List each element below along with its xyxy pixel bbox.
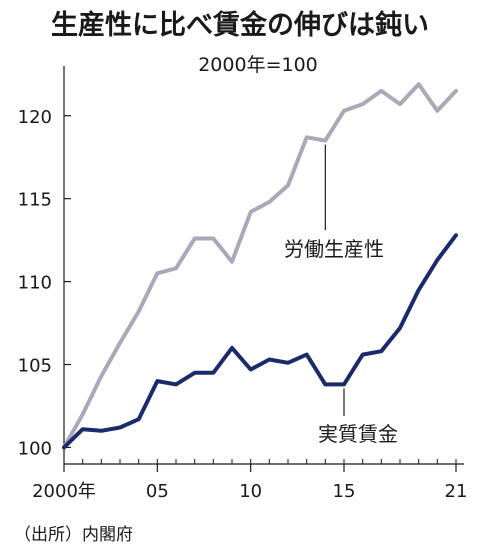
x-tick-label: 2000年: [32, 481, 96, 502]
series-label-real-wage: 実質賃金: [318, 422, 398, 446]
y-tick-label: 115: [18, 190, 52, 211]
source-note: （出所）内閣府: [14, 525, 133, 545]
series-line-productivity: [62, 82, 458, 450]
y-tick-label: 110: [18, 273, 52, 294]
y-tick-label: 120: [18, 107, 52, 128]
y-tick-label: 105: [18, 356, 52, 377]
chart-subtitle: 2000年=100: [198, 54, 318, 76]
x-tick-label: 05: [146, 481, 169, 502]
chart-title: 生産性に比べ賃金の伸びは鈍い: [51, 9, 429, 41]
series-label-productivity: 労働生産性: [284, 237, 384, 261]
y-tick-label: 100: [18, 438, 52, 459]
x-tick-label: 21: [445, 481, 468, 502]
x-tick-label: 15: [333, 481, 356, 502]
series-line-real-wage: [62, 233, 458, 450]
x-tick-label: 10: [239, 481, 262, 502]
